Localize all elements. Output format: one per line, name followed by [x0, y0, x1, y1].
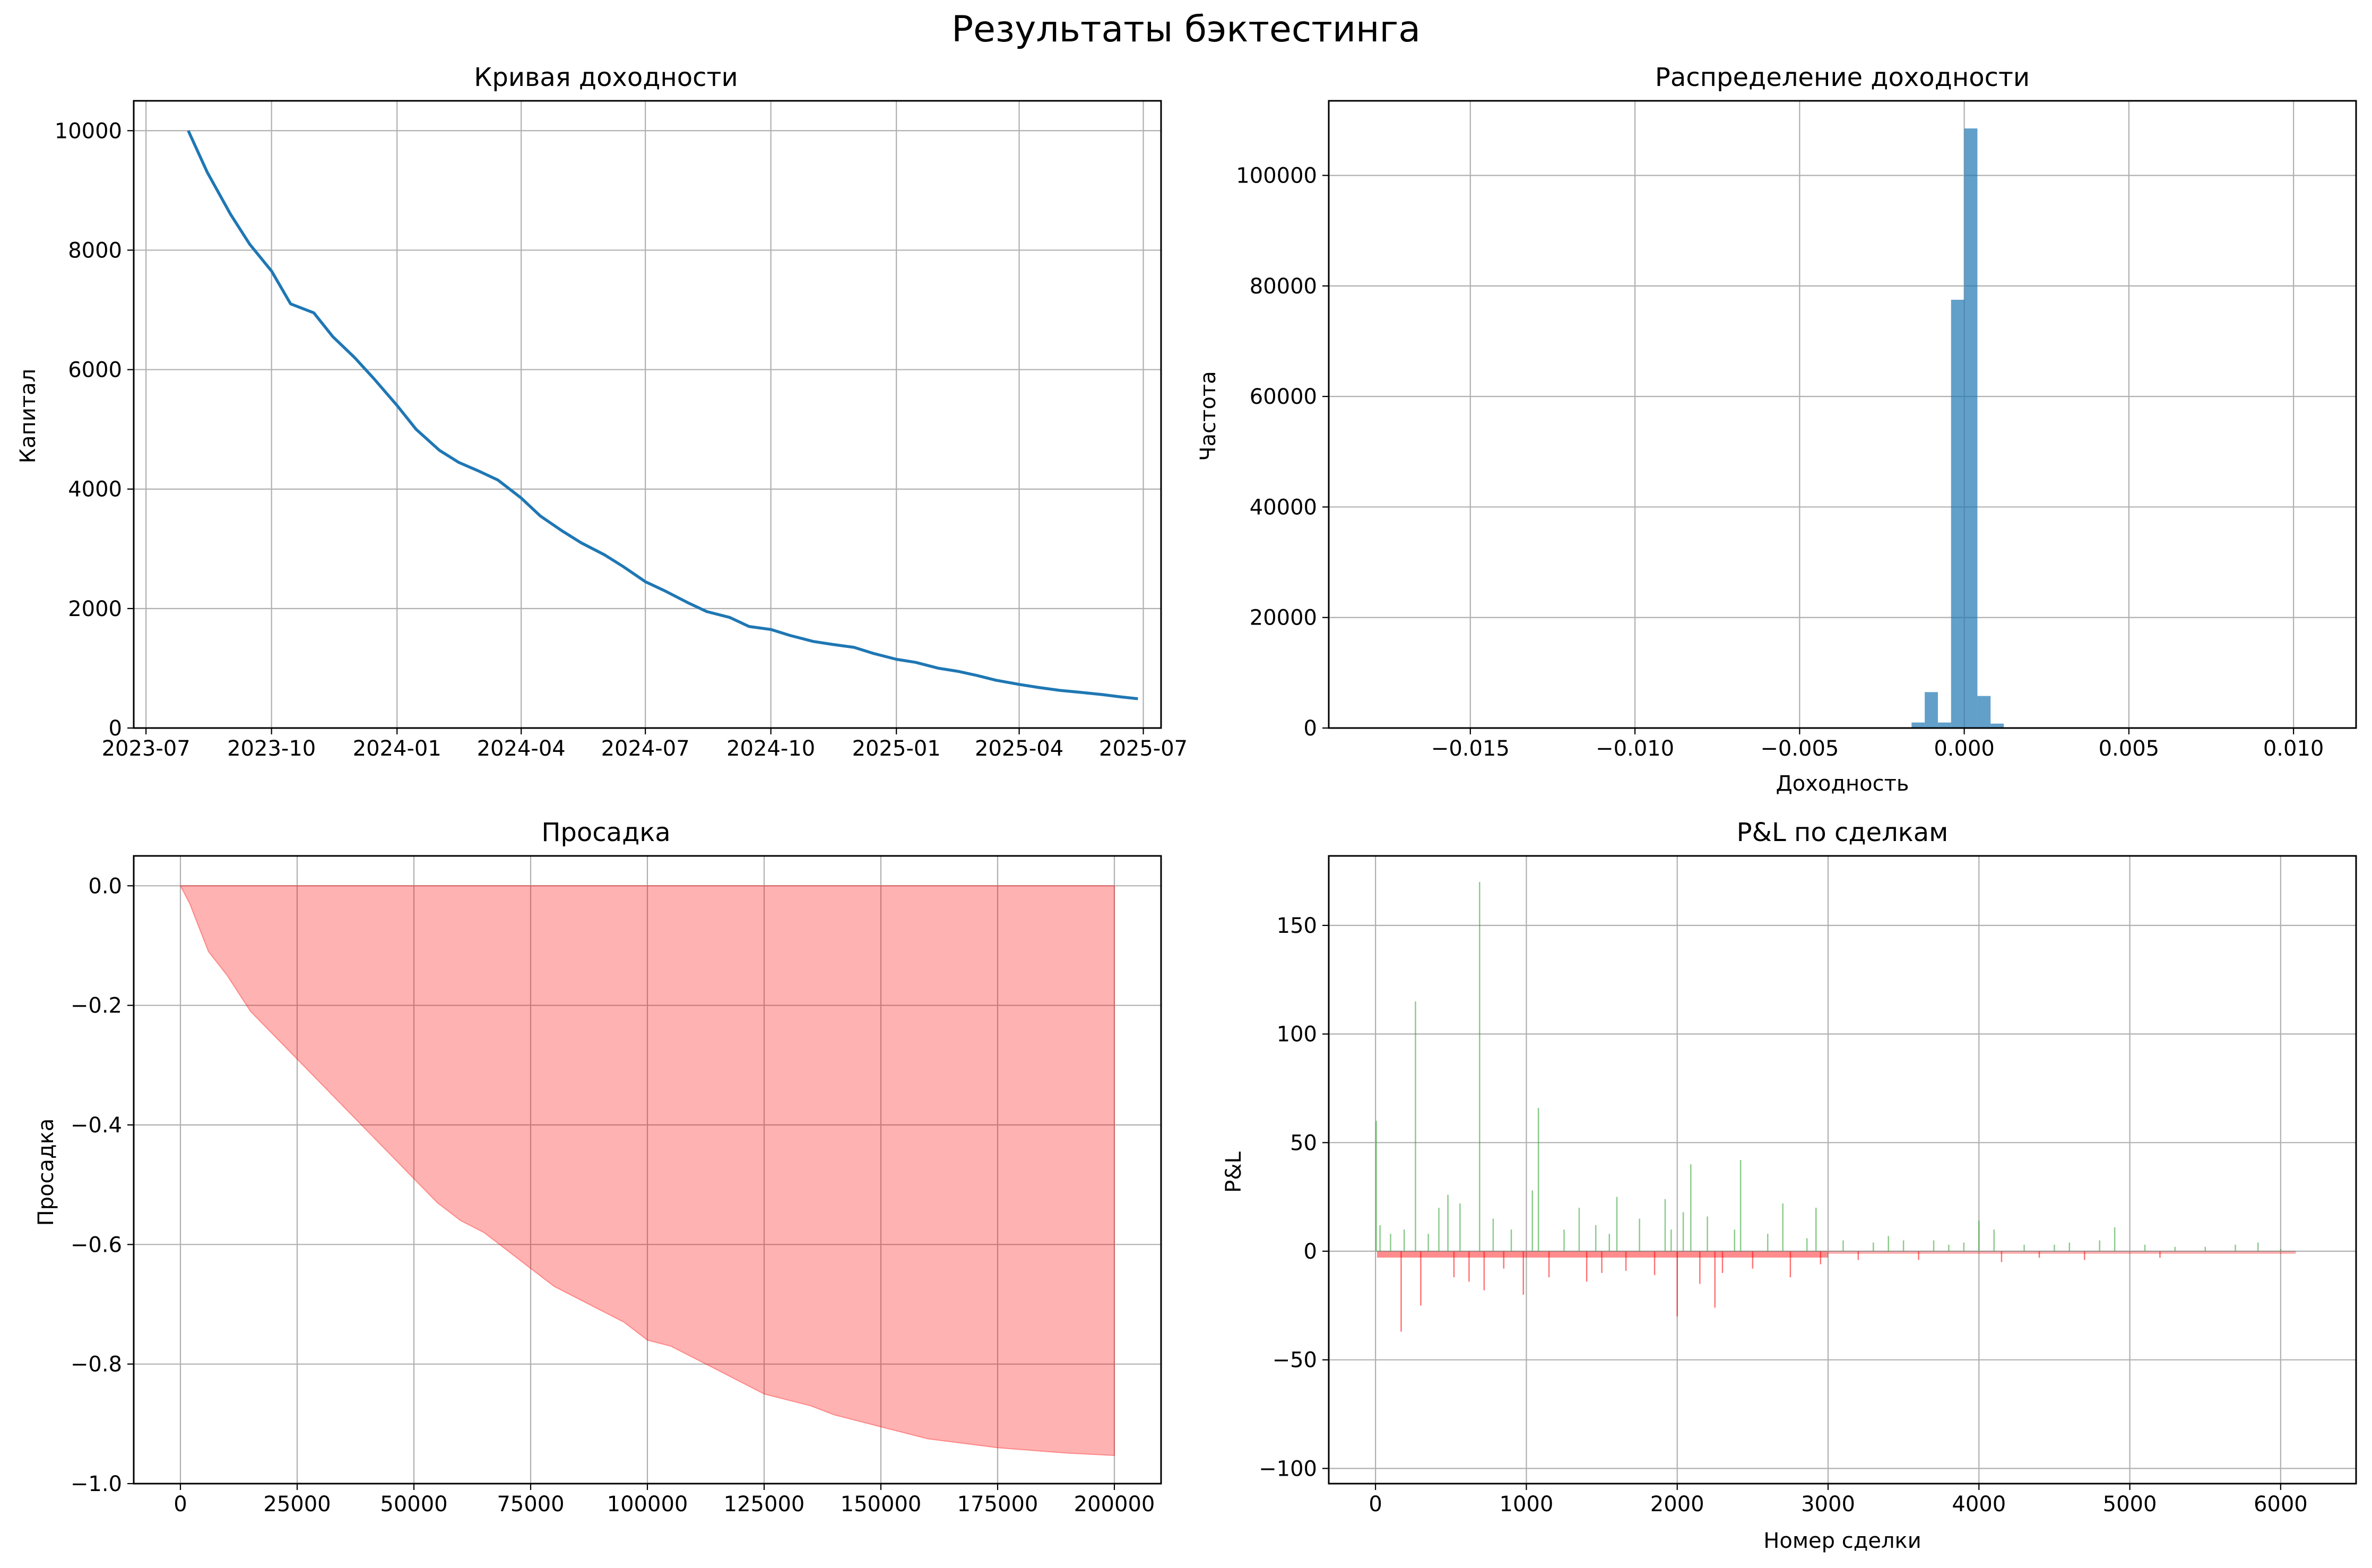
equity-x-tick-label: 2025-04: [975, 737, 1063, 761]
histogram-bar: [1911, 722, 1925, 728]
pnl-small-loss-band: [1828, 1251, 2296, 1254]
pnl-x-tick-label: 1000: [1500, 1492, 1554, 1517]
drawdown-x-tick-label: 125000: [724, 1492, 805, 1517]
histogram-bar: [1964, 128, 1978, 729]
pnl-y-tick-label: 0: [1304, 1240, 1317, 1264]
pnl-y-tick-label: 50: [1290, 1131, 1317, 1155]
histogram-frame: [1328, 100, 2357, 729]
equity-x-tick-label: 2023-10: [227, 737, 316, 761]
equity-curve-line: [187, 130, 1138, 700]
histogram-x-tick-label: 0.010: [2263, 737, 2324, 761]
equity-x-tick-label: 2024-07: [601, 737, 690, 761]
histogram-y-tick-label: 20000: [1250, 606, 1317, 630]
equity-x-tick-label: 2023-07: [102, 737, 191, 761]
histogram-y-tick-label: 100000: [1236, 164, 1317, 188]
pnl-x-tick-label: 4000: [1952, 1492, 2006, 1517]
pnl-y-tick-label: −100: [1259, 1457, 1317, 1481]
histogram-bar: [1937, 722, 1951, 728]
equity-x-tick-label: 2024-10: [726, 737, 815, 761]
pnl-x-tick-label: 3000: [1801, 1492, 1855, 1517]
drawdown-x-tick-label: 75000: [497, 1492, 564, 1517]
drawdown-chart-panel: Просадка Просадка 0 25000 50000 75000 100000…: [34, 818, 1162, 1517]
equity-chart-title: Кривая доходности: [474, 63, 738, 92]
drawdown-x-tick-label: 0: [174, 1492, 187, 1517]
histogram-x-tick-label: −0.015: [1431, 737, 1510, 761]
histogram-bar: [1977, 696, 1991, 728]
drawdown-area: [179, 885, 1115, 1457]
figure-title: Результаты бэктестинга: [951, 8, 1421, 50]
drawdown-chart-title: Просадка: [541, 818, 670, 847]
histogram-y-axis-label: Частота: [1196, 371, 1220, 461]
drawdown-x-tick-label: 200000: [1074, 1492, 1155, 1517]
equity-x-tick-label: 2025-07: [1099, 737, 1188, 761]
drawdown-y-tick-label: −0.4: [71, 1113, 122, 1138]
histogram-x-axis-label: Доходность: [1776, 772, 1909, 796]
trade-pnl-chart-panel: P&L по сделкам P&L Номер сделки 0 1000 200…: [1222, 818, 2357, 1553]
equity-x-tick-label: 2024-01: [353, 737, 441, 761]
pnl-x-axis-label: Номер сделки: [1763, 1529, 1921, 1553]
histogram-x-tick-label: −0.005: [1760, 737, 1839, 761]
histogram-y-tick-label: 40000: [1250, 495, 1317, 519]
drawdown-y-tick-label: −0.8: [71, 1353, 122, 1377]
drawdown-y-tick-label: −0.2: [71, 994, 122, 1018]
drawdown-frame: [133, 855, 1162, 1485]
histogram-bar: [1925, 692, 1938, 728]
histogram-chart-title: Распределение доходности: [1655, 63, 2030, 92]
equity-y-tick-label: 4000: [68, 478, 122, 502]
histogram-bar: [1990, 723, 2004, 728]
drawdown-y-tick-label: −0.6: [71, 1233, 122, 1257]
equity-x-tick-label: 2024-04: [477, 737, 566, 761]
pnl-x-tick-label: 6000: [2254, 1492, 2308, 1517]
pnl-x-tick-label: 5000: [2103, 1492, 2157, 1517]
equity-y-tick-label: 8000: [68, 238, 122, 263]
drawdown-x-tick-label: 100000: [607, 1492, 688, 1517]
returns-histogram-panel: Распределение доходности Частота Доходно…: [1196, 63, 2357, 796]
histogram-y-tick-label: 0: [1304, 716, 1317, 741]
histogram-x-tick-label: 0.000: [1934, 737, 1995, 761]
drawdown-y-tick-label: 0.0: [88, 874, 122, 898]
drawdown-x-tick-label: 175000: [957, 1492, 1038, 1517]
pnl-y-axis-label: P&L: [1222, 1151, 1246, 1192]
drawdown-x-tick-label: 25000: [263, 1492, 331, 1517]
drawdown-y-axis-label: Просадка: [34, 1119, 58, 1226]
pnl-small-loss-band: [1377, 1251, 1828, 1258]
histogram-y-tick-label: 60000: [1250, 385, 1317, 409]
pnl-y-tick-label: 100: [1277, 1023, 1317, 1047]
histogram-x-tick-label: −0.010: [1596, 737, 1674, 761]
histogram-y-tick-label: 80000: [1250, 274, 1317, 299]
pnl-y-tick-label: −50: [1272, 1348, 1317, 1373]
equity-frame: [133, 100, 1162, 729]
equity-chart-panel: Кривая доходности Капитал 2023-07 2023-10…: [16, 63, 1188, 761]
pnl-frame: [1328, 855, 2357, 1485]
equity-y-tick-label: 0: [109, 716, 122, 741]
equity-x-tick-label: 2025-01: [852, 737, 941, 761]
drawdown-x-tick-label: 50000: [380, 1492, 447, 1517]
equity-y-tick-label: 2000: [68, 597, 122, 621]
equity-y-tick-label: 10000: [55, 119, 122, 143]
pnl-x-tick-label: 2000: [1650, 1492, 1704, 1517]
pnl-y-tick-label: 150: [1277, 914, 1317, 938]
histogram-bar: [1951, 299, 1964, 728]
equity-y-tick-label: 6000: [68, 358, 122, 383]
histogram-x-tick-label: 0.005: [2099, 737, 2160, 761]
pnl-x-tick-label: 0: [1369, 1492, 1382, 1517]
equity-y-axis-label: Капитал: [16, 369, 40, 463]
drawdown-x-tick-label: 150000: [841, 1492, 922, 1517]
drawdown-y-tick-label: −1.0: [71, 1472, 122, 1496]
pnl-chart-title: P&L по сделкам: [1737, 818, 1949, 847]
